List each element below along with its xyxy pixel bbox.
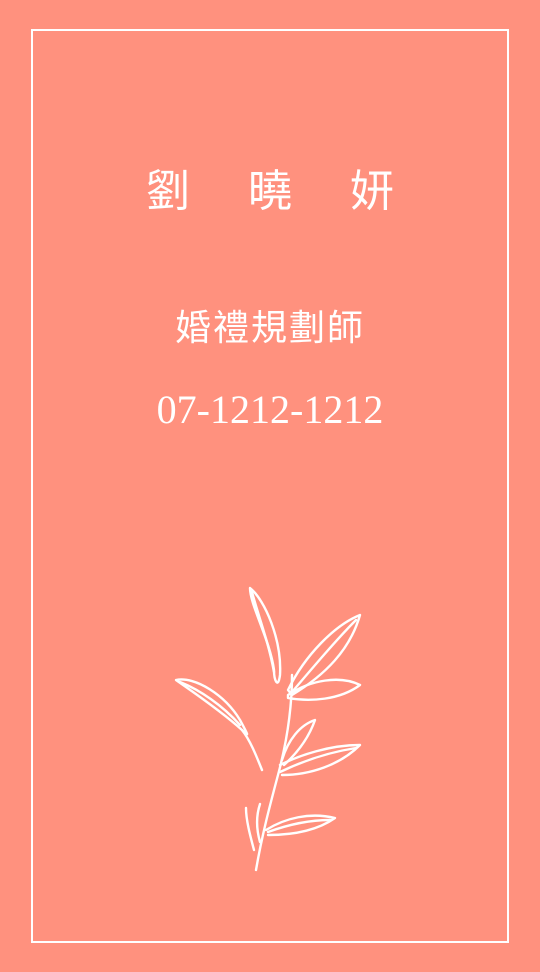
card-border-frame bbox=[31, 29, 509, 943]
leaf-branch-icon bbox=[174, 586, 362, 872]
phone-number: 07-1212-1212 bbox=[156, 387, 384, 432]
job-title: 婚禮規劃師 bbox=[174, 308, 365, 349]
person-name: 劉 曉 妍 bbox=[146, 166, 416, 217]
